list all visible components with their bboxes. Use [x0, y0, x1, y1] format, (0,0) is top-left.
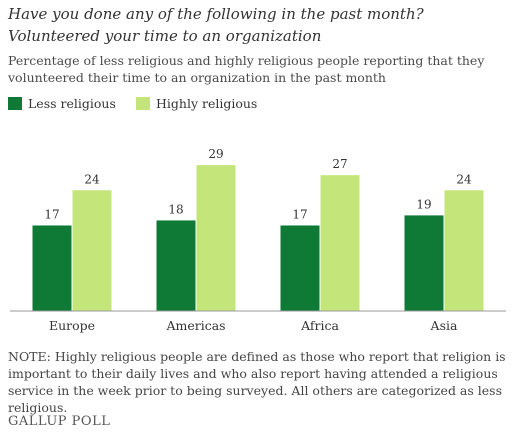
chart-title: Have you done any of the following in th…: [8, 5, 424, 23]
bar-americas-less-religious: [156, 220, 196, 311]
data-label-africa-less-religious: 17: [292, 207, 307, 221]
gallup-poll-logo: GALLUP POLL: [8, 414, 111, 429]
bar-africa-highly-religious: [320, 175, 360, 311]
legend-swatch-less-religious: [8, 97, 22, 110]
legend-swatch-highly-religious: [136, 97, 150, 110]
legend-label-less-religious: Less religious: [28, 96, 116, 111]
bar-africa-less-religious: [280, 225, 320, 311]
data-label-europe-highly-religious: 24: [84, 172, 100, 186]
bar-chart: 17 24 Europe 18 29 Americas 17 27 Africa 19 24 Asia: [10, 147, 506, 333]
data-label-americas-highly-religious: 29: [208, 147, 223, 161]
x-tick-label-americas: Americas: [165, 318, 225, 333]
data-label-americas-less-religious: 18: [168, 202, 183, 216]
chart-description: Percentage of less religious and highly …: [8, 53, 485, 85]
data-label-asia-less-religious: 19: [416, 197, 431, 211]
x-tick-label-africa: Africa: [300, 318, 339, 333]
bar-europe-less-religious: [32, 225, 72, 311]
bar-americas-highly-religious: [196, 165, 236, 311]
data-label-europe-less-religious: 17: [44, 207, 59, 221]
bar-europe-highly-religious: [72, 190, 112, 311]
data-label-asia-highly-religious: 24: [456, 172, 472, 186]
x-tick-label-europe: Europe: [49, 318, 95, 333]
bar-asia-less-religious: [404, 215, 444, 311]
bar-asia-highly-religious: [444, 190, 484, 311]
legend-label-highly-religious: Highly religious: [156, 96, 258, 111]
footnote: NOTE: Highly religious people are define…: [8, 349, 506, 415]
x-tick-label-asia: Asia: [430, 318, 458, 333]
chart-subtitle: Volunteered your time to an organization: [8, 27, 322, 45]
data-label-africa-highly-religious: 27: [332, 157, 347, 171]
